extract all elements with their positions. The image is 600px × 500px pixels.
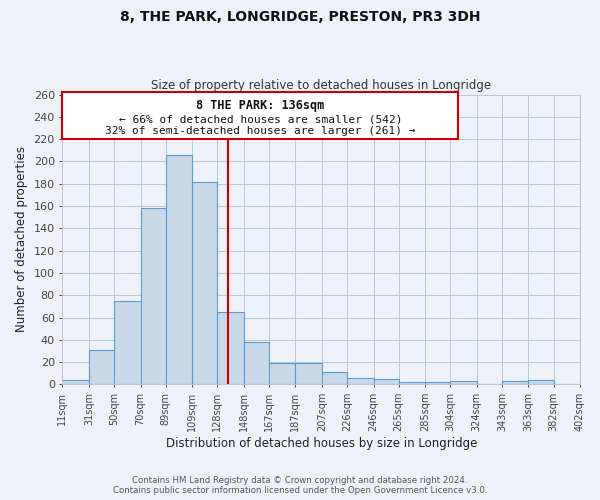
- Bar: [269, 363, 295, 384]
- Title: Size of property relative to detached houses in Longridge: Size of property relative to detached ho…: [151, 79, 491, 92]
- Bar: [140, 208, 166, 384]
- Bar: [295, 363, 322, 384]
- Bar: [62, 92, 458, 139]
- Bar: [62, 380, 89, 384]
- Bar: [192, 182, 217, 384]
- Bar: [217, 312, 244, 384]
- Bar: [166, 155, 192, 384]
- Bar: [114, 301, 140, 384]
- Bar: [398, 382, 425, 384]
- Bar: [244, 342, 269, 384]
- Bar: [89, 350, 114, 384]
- Text: 8, THE PARK, LONGRIDGE, PRESTON, PR3 3DH: 8, THE PARK, LONGRIDGE, PRESTON, PR3 3DH: [120, 10, 480, 24]
- Text: Contains HM Land Registry data © Crown copyright and database right 2024.
Contai: Contains HM Land Registry data © Crown c…: [113, 476, 487, 495]
- Bar: [529, 380, 554, 384]
- X-axis label: Distribution of detached houses by size in Longridge: Distribution of detached houses by size …: [166, 437, 477, 450]
- Bar: [502, 381, 529, 384]
- Text: 32% of semi-detached houses are larger (261) →: 32% of semi-detached houses are larger (…: [105, 126, 416, 136]
- Text: ← 66% of detached houses are smaller (542): ← 66% of detached houses are smaller (54…: [119, 114, 402, 124]
- Y-axis label: Number of detached properties: Number of detached properties: [15, 146, 28, 332]
- Bar: [347, 378, 374, 384]
- Text: 8 THE PARK: 136sqm: 8 THE PARK: 136sqm: [196, 99, 325, 112]
- Bar: [322, 372, 347, 384]
- Bar: [425, 382, 450, 384]
- Bar: [374, 379, 398, 384]
- Bar: [450, 381, 477, 384]
